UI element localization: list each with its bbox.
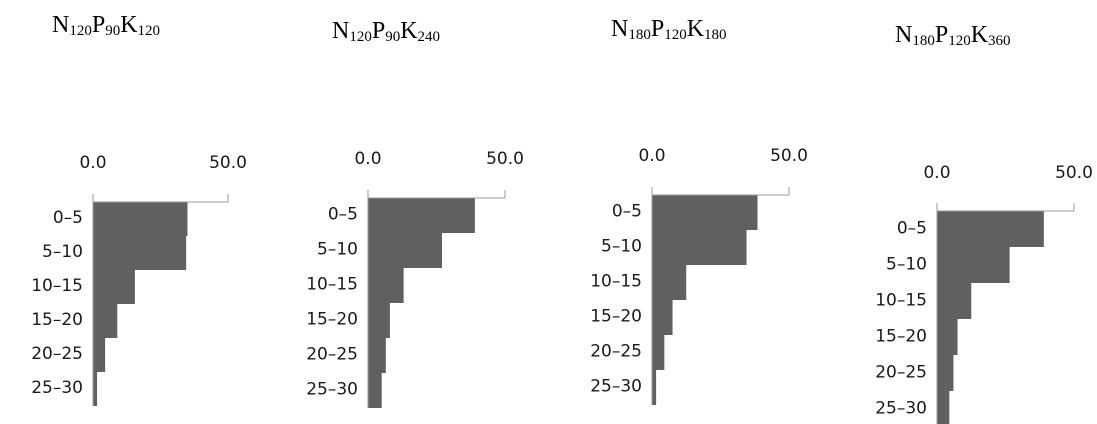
category-label: 5–10 <box>601 237 642 257</box>
bar <box>652 265 687 300</box>
category-label: 10–15 <box>875 290 927 310</box>
bar <box>937 211 1044 247</box>
title-subscript: 90 <box>105 23 121 39</box>
category-label: 10–15 <box>590 272 642 292</box>
title-subscript: 240 <box>417 29 441 45</box>
title-letter: K <box>120 12 138 38</box>
x-tick-label: 50.0 <box>770 146 808 166</box>
bar <box>368 268 404 303</box>
bar <box>937 355 954 391</box>
title-letter: P <box>934 22 949 48</box>
category-label: 25–30 <box>875 398 927 418</box>
bar <box>93 202 188 236</box>
bar <box>368 338 386 373</box>
category-label: 0–5 <box>328 205 358 225</box>
bar <box>368 303 390 338</box>
title-subscript: 120 <box>349 29 372 45</box>
title-letter: K <box>400 18 418 44</box>
bar <box>368 198 475 233</box>
bar <box>93 372 98 406</box>
category-label: 20–25 <box>590 342 642 362</box>
chart-title: N180P120K180 <box>611 16 727 44</box>
category-label: 5–10 <box>317 240 358 260</box>
title-letter: N <box>52 12 70 38</box>
title-subscript: 120 <box>69 23 92 39</box>
title-subscript: 120 <box>664 27 687 43</box>
bar <box>93 270 135 304</box>
title-letter: N <box>895 22 913 48</box>
category-label: 20–25 <box>31 344 83 364</box>
bar <box>937 283 972 319</box>
title-letter: N <box>611 16 629 42</box>
category-label: 25–30 <box>31 378 83 398</box>
title-letter: P <box>371 18 386 44</box>
category-label: 25–30 <box>306 380 358 400</box>
title-letter: N <box>332 18 350 44</box>
title-subscript: 90 <box>385 29 401 45</box>
title-subscript: 120 <box>137 23 161 39</box>
bar <box>93 236 187 270</box>
title-letter: P <box>650 16 665 42</box>
category-label: 5–10 <box>886 254 927 274</box>
x-tick-label: 0.0 <box>923 163 950 183</box>
title-letter: K <box>686 16 705 42</box>
category-label: 15–20 <box>590 307 642 327</box>
category-label: 0–5 <box>612 202 642 222</box>
category-label: 20–25 <box>306 345 358 365</box>
bar <box>652 230 747 265</box>
title-subscript: 180 <box>912 33 935 49</box>
category-label: 20–25 <box>875 362 927 382</box>
bar <box>652 370 657 405</box>
x-tick-label: 50.0 <box>209 153 247 173</box>
bar <box>652 195 758 230</box>
category-label: 15–20 <box>875 326 927 346</box>
bar <box>652 300 673 335</box>
bar <box>93 338 106 372</box>
bar <box>937 319 958 355</box>
bar <box>937 247 1010 283</box>
title-subscript: 120 <box>948 33 971 49</box>
title-subscript: 180 <box>704 27 727 43</box>
title-letter: P <box>91 12 106 38</box>
category-label: 25–30 <box>590 377 642 397</box>
bar <box>652 335 665 370</box>
bar <box>937 391 950 424</box>
category-label: 0–5 <box>53 208 83 228</box>
category-label: 5–10 <box>42 242 83 262</box>
category-label: 0–5 <box>897 218 927 238</box>
x-tick-label: 0.0 <box>638 146 665 166</box>
title-letter: K <box>970 22 989 48</box>
chart-title: N120P90K240 <box>332 18 440 46</box>
bar <box>368 373 382 408</box>
chart-title: N120P90K120 <box>52 12 160 40</box>
title-subscript: 360 <box>988 33 1011 49</box>
x-tick-label: 50.0 <box>1055 163 1093 183</box>
x-tick-label: 50.0 <box>486 149 524 169</box>
category-label: 10–15 <box>306 275 358 295</box>
bar <box>368 233 442 268</box>
category-label: 15–20 <box>306 310 358 330</box>
x-tick-label: 0.0 <box>79 153 106 173</box>
title-subscript: 180 <box>628 27 651 43</box>
chart-title: N180P120K360 <box>895 22 1011 50</box>
bar <box>93 304 118 338</box>
category-label: 10–15 <box>31 276 83 296</box>
x-tick-label: 0.0 <box>354 149 381 169</box>
category-label: 15–20 <box>31 310 83 330</box>
